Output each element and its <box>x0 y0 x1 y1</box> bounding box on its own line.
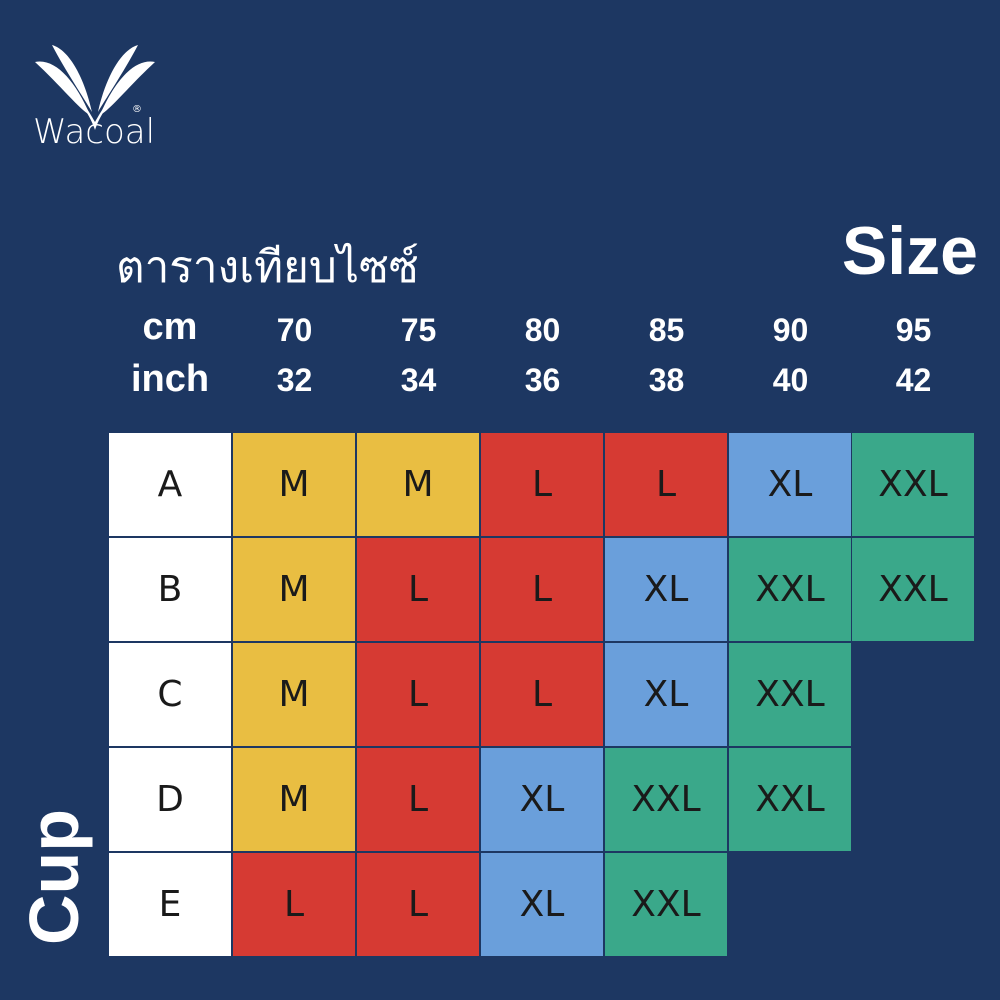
size-cell: M <box>233 538 355 641</box>
size-cell: M <box>233 643 355 746</box>
size-cell: XL <box>481 853 603 956</box>
size-cell: XXL <box>729 748 851 851</box>
size-cell: M <box>233 433 355 536</box>
size-cell: XXL <box>729 538 851 641</box>
size-cell: L <box>605 433 727 536</box>
size-cell: XXL <box>852 538 974 641</box>
column-header-inch: 34 <box>400 362 437 398</box>
size-cell: XXL <box>729 643 851 746</box>
column-header-cm: 75 <box>400 312 437 348</box>
size-heading: Size <box>841 213 978 289</box>
column-header-inch: 40 <box>772 362 809 398</box>
size-cell: L <box>481 538 603 641</box>
size-cell: XXL <box>852 433 974 536</box>
size-cell: XXL <box>605 853 727 956</box>
size-cell: XL <box>481 748 603 851</box>
size-cell: L <box>357 748 479 851</box>
size-cell: XL <box>605 643 727 746</box>
column-header-inch: 42 <box>895 362 932 398</box>
registered-mark: ® <box>132 104 142 115</box>
size-cell: XL <box>605 538 727 641</box>
cup-label-cell: A <box>109 433 231 536</box>
column-header-inch: 36 <box>524 362 561 398</box>
cup-axis-label: Cup <box>15 808 93 945</box>
cup-label-cell: E <box>109 853 231 956</box>
column-header-cm: 85 <box>648 312 685 348</box>
size-cell: L <box>481 433 603 536</box>
column-header-cm: 70 <box>276 312 313 348</box>
wacoal-logo-mark-icon <box>35 45 155 130</box>
cup-label-cell: C <box>109 643 231 746</box>
cup-label-cell: B <box>109 538 231 641</box>
column-header-inch: 32 <box>276 362 313 398</box>
column-header-inch: 38 <box>648 362 685 398</box>
brand-name: Wacoal <box>33 112 156 152</box>
cup-label-cell: D <box>109 748 231 851</box>
unit-label-inch: inch <box>130 358 210 400</box>
size-cell: M <box>357 433 479 536</box>
size-cell: L <box>481 643 603 746</box>
size-chart-title: ตารางเทียบไซซ์ <box>116 242 419 293</box>
size-cell: L <box>357 853 479 956</box>
size-cell: M <box>233 748 355 851</box>
size-cell: XXL <box>605 748 727 851</box>
column-header-cm: 90 <box>772 312 809 348</box>
size-cell: L <box>357 538 479 641</box>
column-header-cm: 80 <box>524 312 561 348</box>
size-cell: L <box>357 643 479 746</box>
size-cell: L <box>233 853 355 956</box>
unit-label-cm: cm <box>142 306 198 348</box>
size-cell: XL <box>729 433 851 536</box>
column-header-cm: 95 <box>895 312 932 348</box>
